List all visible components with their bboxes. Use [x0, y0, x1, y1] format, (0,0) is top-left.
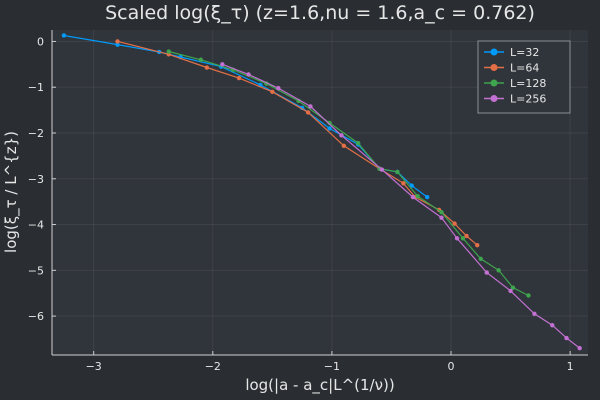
data-point — [327, 126, 332, 131]
x-tick-label: −3 — [86, 360, 102, 373]
y-tick-label: −1 — [28, 81, 44, 94]
data-point — [166, 49, 171, 54]
legend-swatch-marker — [490, 95, 498, 102]
data-point — [425, 194, 430, 200]
legend-label: L=128 — [510, 77, 546, 90]
data-point — [341, 143, 347, 149]
y-tick-label: −6 — [28, 310, 44, 323]
data-point — [564, 335, 569, 341]
tick-labels: −3 −2 −1 0 1 0 −1 −2 −3 −4 −5 −6 — [28, 35, 574, 373]
legend-item: L=256 — [484, 93, 546, 106]
data-point — [198, 57, 204, 62]
data-point — [305, 110, 311, 115]
data-point — [409, 183, 414, 188]
data-point — [577, 345, 582, 351]
data-point — [355, 140, 361, 146]
legend-item: L=128 — [484, 77, 546, 90]
legend-label: L=256 — [510, 93, 546, 106]
data-point — [452, 221, 457, 226]
data-point — [415, 193, 420, 199]
x-tick-label: −1 — [324, 360, 340, 373]
data-point — [270, 89, 275, 94]
series-line — [168, 50, 529, 297]
data-point — [484, 270, 489, 275]
data-point — [439, 209, 444, 215]
data-point — [496, 268, 501, 273]
legend-item: L=32 — [484, 46, 539, 59]
data-point — [276, 85, 281, 91]
data-point — [308, 104, 313, 109]
data-point — [327, 120, 332, 126]
data-point — [439, 215, 444, 220]
data-point — [475, 242, 480, 248]
data-point — [115, 39, 120, 44]
axes — [51, 30, 588, 356]
data-point — [115, 42, 120, 47]
data-point — [454, 236, 460, 241]
data-point — [236, 75, 242, 81]
data-point — [401, 181, 406, 186]
legend-swatch-marker — [490, 64, 498, 71]
x-tick-label: 0 — [448, 360, 455, 373]
legend-swatch-marker — [490, 48, 498, 56]
data-point — [460, 236, 466, 241]
data-point — [395, 169, 400, 175]
y-tick-label: −5 — [28, 264, 44, 277]
data-point — [246, 72, 251, 77]
data-point — [204, 65, 210, 70]
series-group — [61, 33, 582, 351]
data-point — [478, 256, 483, 262]
data-point — [526, 293, 531, 298]
data-point — [61, 33, 67, 38]
data-point — [464, 233, 469, 239]
data-point — [510, 285, 516, 290]
data-point — [410, 194, 416, 200]
legend-label: L=32 — [510, 46, 539, 59]
chart-title: Scaled log(ξ_τ) (z=1.6,nu = 1.6,a_c = 0.… — [105, 2, 535, 24]
y-tick-label: −4 — [28, 219, 44, 232]
data-point — [550, 323, 555, 328]
series-l-256 — [220, 62, 582, 351]
data-point — [379, 167, 385, 172]
legend-label: L=64 — [510, 62, 539, 75]
y-tick-label: −3 — [28, 173, 44, 186]
y-axis-label: log(ξ_τ / L^{z}) — [2, 131, 21, 253]
x-tick-label: −2 — [205, 360, 221, 373]
data-point — [220, 62, 225, 67]
data-point — [508, 288, 513, 294]
y-tick-label: 0 — [37, 35, 44, 48]
data-point — [532, 311, 537, 317]
x-axis-label: log(|a - a_c|L^(1/ν)) — [245, 376, 394, 395]
y-tick-label: −2 — [28, 127, 44, 140]
legend: L=32 L=64 L=128 L=256 — [477, 40, 571, 114]
legend-item: L=64 — [484, 62, 539, 75]
x-tick-label: 1 — [567, 360, 574, 373]
legend-swatch-marker — [490, 79, 498, 87]
data-point — [339, 133, 344, 138]
series-line — [117, 40, 478, 246]
